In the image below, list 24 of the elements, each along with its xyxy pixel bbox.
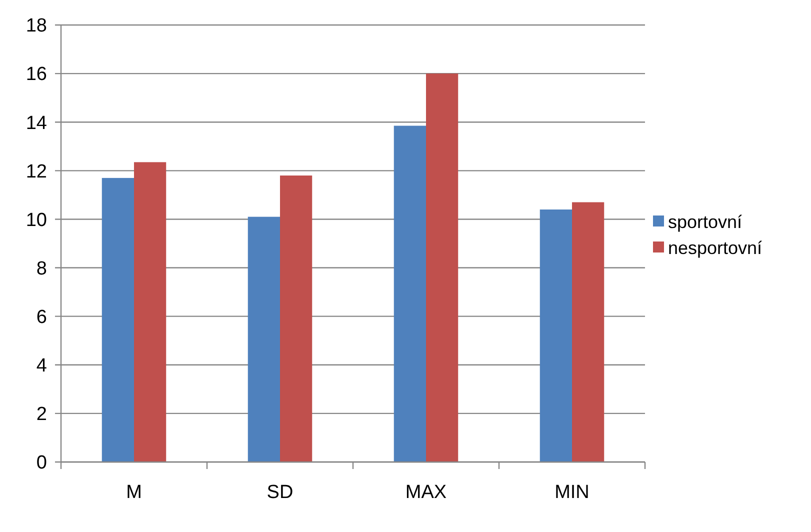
legend-label: nesportovní: [668, 238, 762, 258]
y-tick-label: 10: [26, 210, 47, 231]
y-tick-label: 2: [36, 404, 47, 426]
y-tick-label: 4: [36, 356, 48, 377]
y-tick-label: 12: [26, 161, 47, 182]
bar: [102, 178, 134, 462]
bar: [426, 74, 458, 462]
bar: [248, 216, 280, 462]
bar: [540, 210, 572, 462]
bar: [280, 176, 312, 462]
y-tick-label: 16: [26, 64, 47, 86]
y-tick-label: 18: [26, 16, 47, 37]
x-tick-label: M: [126, 482, 142, 503]
bar: [134, 162, 166, 462]
y-tick-label: 8: [36, 258, 47, 280]
x-tick-label: SD: [266, 482, 294, 503]
y-tick-label: 14: [26, 112, 48, 134]
legend-label: sportovní: [668, 212, 742, 232]
bar: [394, 126, 426, 462]
y-tick-label: 6: [36, 306, 47, 328]
x-tick-label: MIN: [554, 482, 590, 503]
y-tick-label: 0: [36, 452, 47, 474]
x-tick-label: MAX: [405, 482, 447, 503]
bar: [572, 202, 604, 462]
